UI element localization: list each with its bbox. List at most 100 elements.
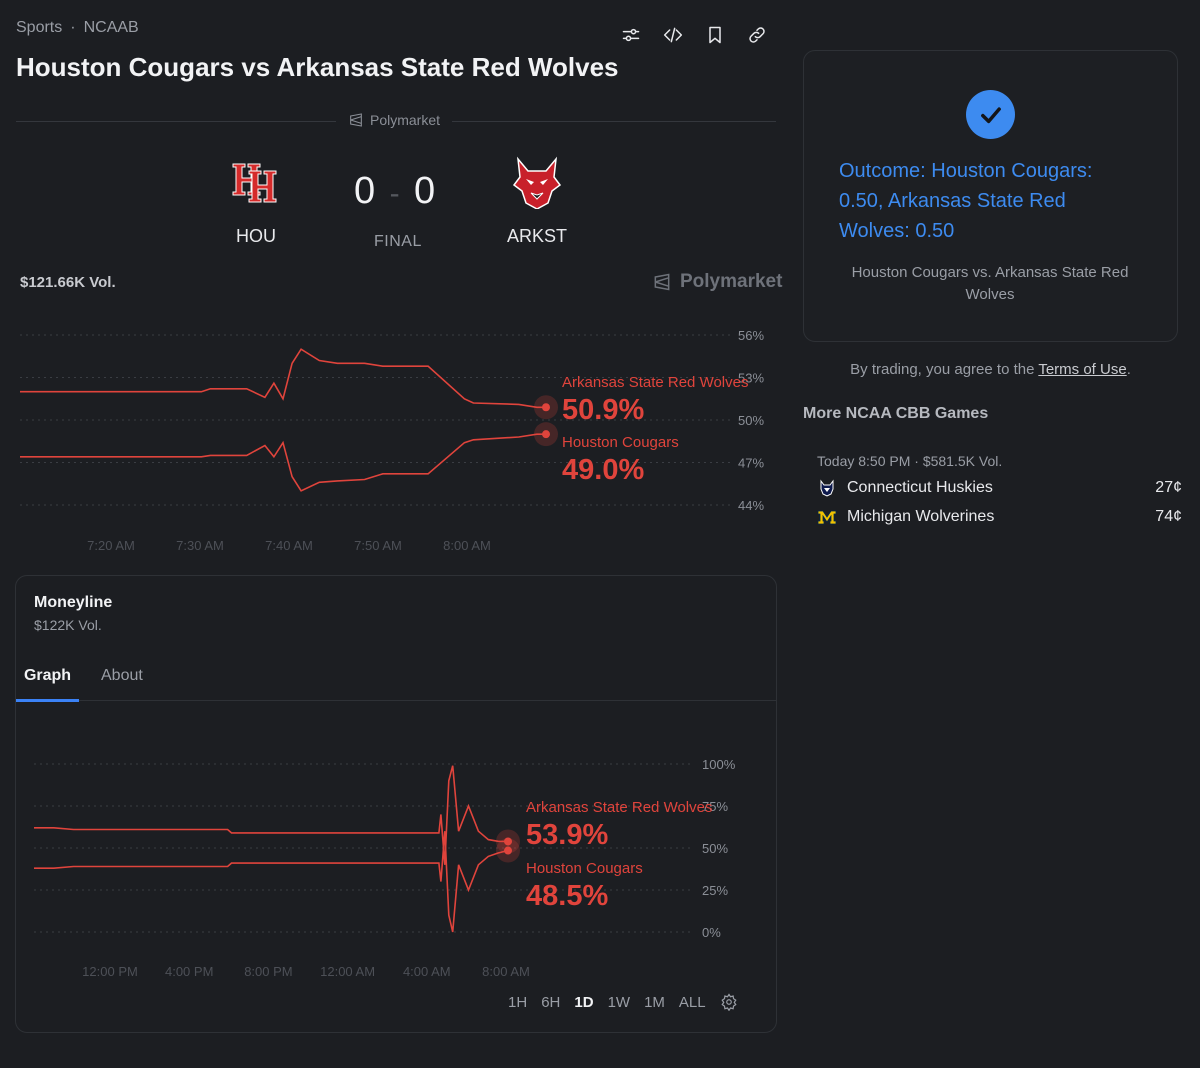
y-tick-label: 56% (738, 328, 764, 343)
houston-logo-icon (232, 163, 277, 203)
terms-prefix: By trading, you agree to the (850, 361, 1039, 378)
copy-link-button[interactable] (746, 24, 768, 46)
game-status: FINAL (374, 233, 422, 250)
away-team-abbr: ARKST (506, 226, 567, 246)
bookmark-icon (709, 26, 721, 44)
page-title: Houston Cougars vs Arkansas State Red Wo… (16, 52, 619, 82)
series-value-label: 48.5% (526, 880, 608, 912)
series-end-marker (504, 846, 512, 855)
terms-notice: By trading, you agree to the Terms of Us… (803, 361, 1178, 378)
x-tick-label: 12:00 PM (82, 964, 138, 979)
bookmark-button[interactable] (704, 24, 726, 46)
gear-icon[interactable] (720, 993, 738, 1011)
tab-graph[interactable]: Graph (16, 667, 79, 702)
x-tick-label: 4:00 PM (165, 964, 213, 979)
x-tick-label: 4:00 AM (403, 964, 451, 979)
houston-logo (231, 160, 279, 206)
price-chart[interactable]: 56% 53% 50% 47% 44% 7:20 AM 7:30 AM 7:40 AM 7:50… (0, 310, 800, 570)
y-tick-label: 47% (738, 456, 764, 471)
y-tick-label: 0% (702, 925, 721, 940)
range-1h[interactable]: 1H (508, 993, 528, 1011)
team-price: 27¢ (1155, 479, 1182, 496)
y-tick-label: 44% (738, 498, 764, 513)
time-range-selector: 1H 6H 1D 1W 1M ALL (508, 993, 738, 1011)
polymarket-icon (350, 113, 362, 127)
link-icon (749, 27, 765, 43)
range-all[interactable]: ALL (678, 993, 706, 1011)
series-line (20, 348, 546, 409)
team-name: Connecticut Huskies (847, 479, 993, 496)
polymarket-badge: Polymarket (336, 112, 453, 128)
outcome-subtitle: Houston Cougars vs. Arkansas State Red W… (851, 264, 1129, 303)
away-score: 0 (414, 170, 436, 212)
game-team-row[interactable]: Connecticut Huskies 27¢ (817, 476, 1182, 500)
breadcrumb-separator: · (70, 19, 76, 36)
series-end-marker (542, 430, 550, 439)
series-name-label: Houston Cougars (562, 434, 679, 451)
polymarket-label: Polymarket (370, 112, 441, 128)
moneyline-chart[interactable]: 100% 75% 50% 25% 0% 12:00 PM 4:00 PM 8:00 PM 12:… (16, 740, 776, 985)
moneyline-tabs: Graph About (16, 663, 776, 702)
arkansas-state-logo (510, 155, 564, 210)
range-6h[interactable]: 6H (541, 993, 561, 1011)
resolved-badge (966, 90, 1015, 139)
wolf-logo-icon (512, 156, 562, 210)
y-tick-label: 75% (702, 799, 728, 814)
moneyline-title: Moneyline (34, 594, 113, 611)
breadcrumb: Sports · NCAAB (16, 19, 139, 37)
code-icon (663, 27, 683, 43)
watermark-label: Polymarket (680, 271, 783, 292)
series-name-label: Arkansas State Red Wolves (562, 374, 748, 391)
embed-button[interactable] (662, 24, 684, 46)
y-tick-label: 53% (738, 371, 764, 386)
moneyline-volume: $122K Vol. (34, 617, 102, 633)
range-1w[interactable]: 1W (607, 993, 631, 1011)
x-tick-label: 7:40 AM (265, 538, 313, 553)
series-end-marker (504, 837, 512, 846)
breadcrumb-league[interactable]: NCAAB (83, 19, 139, 36)
x-tick-label: 12:00 AM (320, 964, 375, 979)
y-tick-label: 50% (738, 413, 764, 428)
more-games-title: More NCAA CBB Games (803, 405, 989, 422)
y-tick-label: 25% (702, 883, 728, 898)
filters-button[interactable] (620, 24, 642, 46)
range-1d[interactable]: 1D (574, 993, 594, 1011)
polymarket-watermark: Polymarket (652, 271, 782, 293)
terms-suffix: . (1126, 361, 1131, 378)
breadcrumb-sports[interactable]: Sports (16, 19, 63, 36)
home-team-abbr: HOU (236, 226, 276, 246)
michigan-logo-icon (817, 510, 837, 525)
x-tick-label: 7:50 AM (354, 538, 402, 553)
home-score: 0 (354, 170, 376, 212)
x-tick-label: 8:00 AM (482, 964, 530, 979)
series-value-label: 49.0% (562, 454, 644, 486)
series-line (20, 433, 546, 492)
x-tick-label: 7:20 AM (87, 538, 135, 553)
x-tick-label: 8:00 AM (443, 538, 491, 553)
x-tick-label: 7:30 AM (176, 538, 224, 553)
terms-link[interactable]: Terms of Use (1038, 361, 1127, 378)
x-tick-label: 8:00 PM (244, 964, 292, 979)
tab-about[interactable]: About (101, 667, 143, 684)
series-line (34, 831, 509, 933)
series-value-label: 53.9% (526, 819, 608, 851)
toolbar (620, 24, 768, 46)
team-price: 74¢ (1155, 508, 1182, 525)
score-separator: - (389, 177, 400, 210)
huskies-logo-icon (820, 479, 834, 497)
series-line (34, 765, 509, 865)
series-end-marker (542, 403, 550, 412)
series-name-label: Houston Cougars (526, 860, 643, 877)
series-name-label: Arkansas State Red Wolves (526, 799, 712, 816)
outcome-text: Outcome: Houston Cougars: 0.50, Arkansas… (839, 160, 1093, 242)
y-tick-label: 100% (702, 757, 736, 772)
total-volume: $121.66K Vol. (20, 274, 116, 291)
moneyline-card (15, 575, 777, 1033)
team-name: Michigan Wolverines (847, 508, 995, 525)
game-team-row[interactable]: Michigan Wolverines 74¢ (817, 505, 1182, 529)
polymarket-icon (654, 273, 670, 291)
sliders-icon (622, 28, 640, 42)
series-value-label: 50.9% (562, 394, 644, 426)
checkmark-icon (980, 106, 1001, 123)
range-1m[interactable]: 1M (644, 993, 665, 1011)
